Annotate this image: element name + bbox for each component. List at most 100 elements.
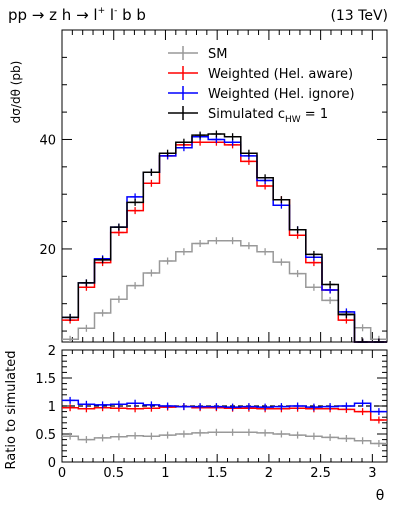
ratio-data-point [243, 428, 254, 436]
ratio-y-tick-label: 0.5 [35, 428, 56, 443]
ratio-data-point [130, 399, 141, 407]
main-data-point [211, 130, 222, 138]
ratio-data-point [243, 403, 254, 411]
ratio-data-point [357, 408, 368, 416]
ratio-data-point [373, 416, 384, 424]
energy-label: (13 TeV) [330, 8, 388, 24]
main-data-point [146, 168, 157, 176]
ratio-data-point [65, 396, 76, 404]
ratio-x-tick-label: 1.5 [207, 466, 228, 481]
ratio-data-point [130, 432, 141, 440]
ratio-data-point [357, 437, 368, 445]
ratio-data-point [276, 403, 287, 411]
ratio-series-sm [62, 428, 387, 447]
ratio-x-tick-label: 2 [265, 466, 273, 481]
legend-label: Weighted (Hel. aware) [208, 67, 353, 82]
main-data-point [195, 131, 206, 139]
main-data-point [162, 149, 173, 157]
ratio-data-point [178, 403, 189, 411]
ratio-data-point [65, 432, 76, 440]
main-data-point [162, 257, 173, 265]
ratio-data-point [146, 401, 157, 409]
ratio-data-point [260, 403, 271, 411]
ratio-data-point [292, 431, 303, 439]
ratio-series-weighted-hel-ignore [62, 396, 387, 416]
plot-title-sup-plus: + [98, 6, 106, 16]
ratio-plot-series [62, 396, 387, 447]
ratio-data-point [162, 402, 173, 410]
main-data-point [341, 311, 352, 319]
legend-label: Simulated cHW = 1 [208, 107, 328, 125]
ratio-data-point [308, 403, 319, 411]
ratio-step-line [62, 405, 387, 421]
main-data-point [373, 338, 384, 343]
main-data-point [308, 250, 319, 258]
plot-title-tail: b b [117, 6, 146, 24]
ratio-x-tick-label: 0.5 [103, 466, 124, 481]
ratio-data-point [65, 404, 76, 412]
main-data-point [178, 248, 189, 256]
main-y-tick-label: 40 [39, 133, 56, 148]
main-data-point [243, 149, 254, 157]
main-data-point [292, 270, 303, 278]
main-data-point [357, 324, 368, 332]
plot-title-base: pp → z h → l [8, 6, 98, 24]
main-data-point [81, 324, 92, 332]
main-data-point [308, 283, 319, 291]
ratio-data-point [341, 435, 352, 442]
ratio-data-point [97, 434, 108, 442]
ratio-plot-panel: 0 0.5 1 1.5 2 0 0.5 1 1.5 2 2.5 3 Ratio to simulate… [4, 344, 388, 504]
ratio-data-point [97, 401, 108, 409]
main-data-point [97, 309, 108, 317]
main-data-point [276, 196, 287, 204]
ratio-data-point [195, 403, 206, 411]
ratio-x-tick-label: 2.5 [310, 466, 331, 481]
ratio-data-point [195, 429, 206, 437]
ratio-data-point [227, 403, 238, 411]
legend-entry-weighted-hel-aware: Weighted (Hel. aware) [168, 66, 353, 82]
main-data-point [260, 248, 271, 256]
legend-entry-weighted-hel-ignore: Weighted (Hel. ignore) [168, 86, 355, 102]
main-plot-series [62, 130, 387, 343]
ratio-data-point [276, 430, 287, 438]
ratio-data-point [113, 400, 124, 408]
main-data-point [65, 335, 76, 342]
ratio-data-point [260, 429, 271, 437]
ratio-data-point [308, 432, 319, 440]
ratio-plot-ticks: 0 0.5 1 1.5 2 0 0.5 1 1.5 2 2.5 3 [35, 344, 387, 481]
main-y-axis-label: dσ/dθ (pb) [9, 61, 23, 124]
ratio-y-tick-label: 0 [48, 456, 56, 471]
main-data-point [292, 226, 303, 234]
ratio-y-tick-label: 1.5 [35, 372, 56, 387]
main-data-point [130, 207, 141, 215]
legend-label: Weighted (Hel. ignore) [208, 87, 355, 102]
ratio-x-tick-label: 1 [161, 466, 169, 481]
x-axis-label: θ [376, 488, 385, 504]
main-data-point [211, 237, 222, 245]
ratio-data-point [81, 436, 92, 444]
main-data-point [227, 133, 238, 141]
ratio-data-point [325, 403, 336, 411]
ratio-step-line [62, 431, 387, 445]
main-data-point [113, 295, 124, 303]
main-data-point [325, 296, 336, 304]
ratio-data-point [373, 440, 384, 447]
legend-entry-simulated-c: Simulated cHW = 1 [168, 106, 328, 125]
main-data-point [113, 223, 124, 231]
main-data-point [146, 269, 157, 277]
ratio-data-point [211, 428, 222, 436]
plot-title-sup-minus: - [114, 6, 117, 16]
main-data-point [130, 282, 141, 290]
main-data-point [260, 174, 271, 182]
main-series-simulated-c [62, 130, 387, 343]
ratio-data-point [113, 433, 124, 441]
ratio-y-tick-label: 2 [48, 344, 56, 359]
legend: SM Weighted (Hel. aware) Weighted (Hel. ig… [168, 46, 355, 125]
main-data-point [227, 237, 238, 245]
main-data-point [146, 179, 157, 187]
main-data-point [243, 242, 254, 250]
plot-title: pp → z h → l+ l- b b [8, 6, 146, 24]
ratio-data-point [227, 428, 238, 436]
